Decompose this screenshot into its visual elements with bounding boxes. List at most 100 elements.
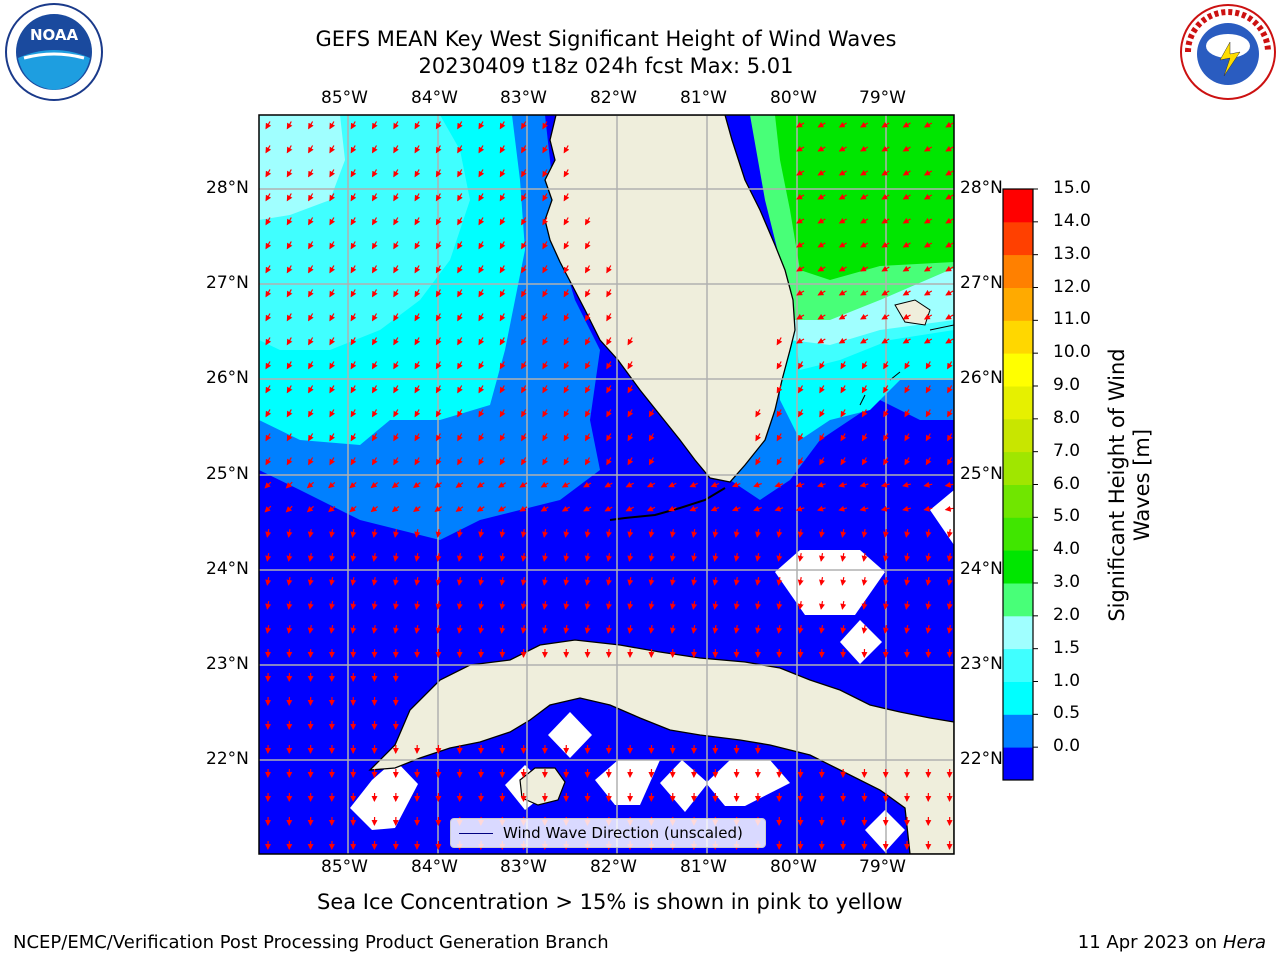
wind-wave-arrow — [838, 337, 847, 344]
wind-wave-arrow — [606, 457, 612, 466]
wind-wave-arrow — [286, 385, 293, 394]
wind-wave-arrow — [457, 289, 463, 298]
wind-wave-arrow — [308, 265, 314, 274]
wind-wave-arrow — [797, 433, 804, 442]
wind-wave-arrow — [881, 169, 890, 176]
wind-wave-arrow — [499, 624, 506, 634]
wind-wave-arrow — [776, 552, 783, 562]
wind-wave-arrow — [796, 337, 805, 344]
wind-wave-arrow — [414, 576, 421, 586]
wind-wave-arrow — [817, 481, 826, 488]
wind-wave-arrow — [329, 361, 335, 370]
colorbar-segment — [1003, 583, 1033, 617]
wind-wave-arrow — [881, 313, 890, 320]
wind-wave-arrow — [880, 505, 890, 512]
colorbar-segment — [1003, 484, 1033, 518]
wind-wave-arrow — [840, 576, 847, 586]
wind-wave-arrow — [669, 600, 676, 610]
wind-wave-arrow — [542, 576, 549, 586]
wind-wave-arrow — [584, 552, 591, 562]
wind-wave-arrow — [435, 624, 442, 634]
wind-wave-arrow — [499, 433, 506, 442]
wind-wave-arrow — [648, 600, 655, 610]
wind-wave-arrow — [308, 121, 314, 130]
wind-wave-arrow — [584, 576, 591, 586]
wind-wave-arrow — [393, 409, 399, 418]
lon-label-top: 85°W — [321, 88, 368, 108]
wind-wave-arrow — [776, 409, 783, 418]
lon-label-top: 81°W — [680, 88, 727, 108]
wind-wave-arrow — [499, 552, 506, 562]
wind-wave-arrow — [371, 289, 378, 298]
wind-wave-arrow — [797, 385, 804, 394]
wind-wave-arrow — [606, 385, 612, 394]
wind-wave-arrow — [329, 169, 335, 178]
wind-wave-arrow — [947, 409, 953, 418]
wind-wave-arrow — [627, 552, 634, 562]
lon-label-top: 82°W — [590, 88, 637, 108]
wind-wave-arrow — [286, 457, 293, 466]
wind-wave-arrow — [817, 217, 826, 224]
wind-wave-arrow — [583, 481, 592, 488]
wind-wave-arrow — [435, 241, 442, 250]
wind-wave-arrow — [393, 289, 399, 298]
wind-wave-arrow — [499, 600, 506, 610]
wind-wave-arrow — [265, 385, 272, 394]
wind-wave-arrow — [819, 552, 825, 562]
wind-wave-arrow — [584, 385, 591, 394]
wind-wave-arrow — [646, 505, 656, 512]
wind-wave-arrow — [925, 576, 932, 586]
wind-wave-arrow — [371, 193, 378, 202]
wind-wave-arrow — [265, 528, 272, 538]
wind-wave-arrow — [563, 576, 570, 586]
wind-wave-arrow — [861, 528, 868, 538]
wind-wave-arrow — [606, 361, 612, 370]
wind-wave-arrow — [306, 481, 315, 489]
wind-wave-arrow — [819, 457, 825, 466]
colorbar-tick-label: 0.5 — [1053, 703, 1081, 724]
wind-wave-arrow — [584, 528, 591, 538]
wind-wave-arrow — [435, 217, 442, 226]
lon-label-bottom: 79°W — [859, 857, 906, 877]
wind-wave-arrow — [904, 457, 911, 466]
wind-wave-arrow — [371, 600, 378, 610]
wind-wave-arrow — [371, 624, 378, 634]
wind-wave-arrow — [731, 481, 741, 488]
wind-wave-arrow — [627, 433, 634, 442]
wind-wave-arrow — [904, 576, 911, 586]
wind-wave-arrow — [668, 481, 677, 488]
wind-wave-arrow — [840, 457, 847, 466]
wind-wave-arrow — [455, 505, 464, 512]
wind-wave-arrow — [669, 624, 676, 634]
wind-wave-arrow — [860, 289, 869, 296]
wind-wave-arrow — [648, 624, 655, 634]
wind-wave-arrow — [521, 241, 527, 250]
wind-wave-arrow — [350, 409, 357, 418]
no-data-region — [930, 490, 954, 545]
wind-wave-arrow — [265, 600, 272, 610]
wind-wave-arrow — [478, 193, 485, 202]
wind-wave-arrow — [563, 313, 570, 322]
colorbar-tick-label: 2.0 — [1053, 604, 1081, 625]
wind-wave-arrow — [414, 457, 421, 466]
wind-wave-arrow — [307, 600, 314, 610]
wind-wave-arrow — [393, 600, 399, 610]
wind-wave-arrow — [371, 313, 378, 322]
wind-wave-arrow — [817, 169, 826, 176]
wind-wave-arrow — [882, 576, 889, 586]
lat-label-left: 25°N — [206, 464, 249, 484]
lon-label-bottom: 81°W — [680, 857, 727, 877]
wind-wave-arrow — [796, 169, 805, 176]
wind-wave-arrow — [350, 241, 357, 250]
wind-wave-arrow — [945, 241, 954, 248]
wind-wave-arrow — [776, 624, 783, 634]
wind-wave-arrow — [755, 457, 761, 466]
wind-wave-arrow — [540, 481, 549, 488]
wind-wave-arrow — [413, 505, 421, 512]
colorbar-segment — [1003, 254, 1033, 288]
wind-wave-arrow — [861, 624, 868, 634]
wind-wave-arrow — [393, 552, 399, 562]
wind-wave-arrow — [478, 385, 485, 394]
wind-wave-arrow — [519, 481, 528, 488]
wind-wave-arrow — [307, 528, 314, 538]
